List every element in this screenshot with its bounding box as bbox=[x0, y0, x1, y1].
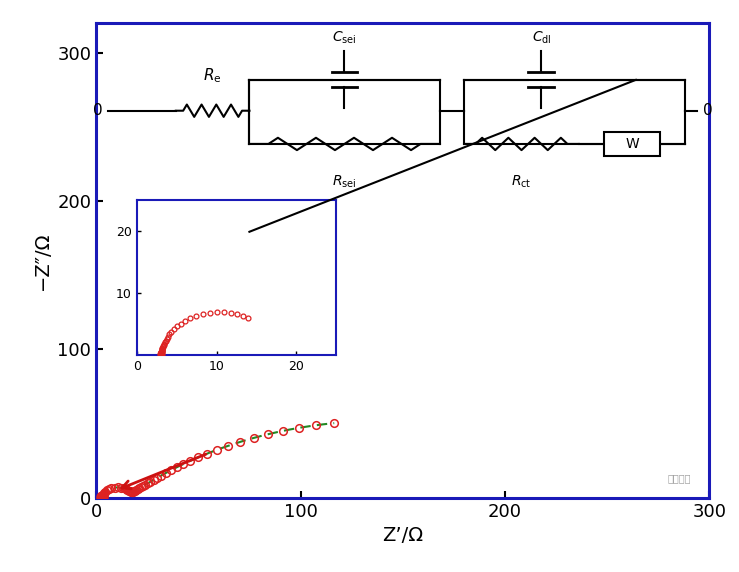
Text: $C_{\mathrm{dl}}$: $C_{\mathrm{dl}}$ bbox=[531, 29, 551, 46]
Text: $R_{\mathrm{e}}$: $R_{\mathrm{e}}$ bbox=[203, 66, 222, 85]
Text: 锂电前沿: 锂电前沿 bbox=[667, 474, 691, 483]
Text: $R_{\mathrm{sei}}$: $R_{\mathrm{sei}}$ bbox=[333, 173, 357, 190]
Text: $R_{\mathrm{ct}}$: $R_{\mathrm{ct}}$ bbox=[511, 173, 532, 190]
Text: 0: 0 bbox=[92, 103, 102, 118]
Text: 0: 0 bbox=[704, 103, 713, 118]
Y-axis label: −Z″/Ω: −Z″/Ω bbox=[33, 231, 52, 289]
X-axis label: Z’/Ω: Z’/Ω bbox=[382, 526, 423, 545]
Text: W: W bbox=[625, 137, 638, 151]
FancyBboxPatch shape bbox=[605, 132, 659, 156]
Text: $C_{\mathrm{sei}}$: $C_{\mathrm{sei}}$ bbox=[333, 29, 357, 46]
